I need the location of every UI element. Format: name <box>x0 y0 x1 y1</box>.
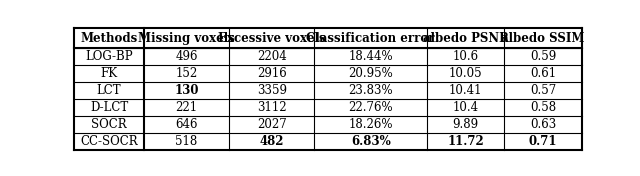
Text: 10.4: 10.4 <box>452 101 479 114</box>
Text: 130: 130 <box>174 84 199 97</box>
Text: 6.83%: 6.83% <box>351 135 390 148</box>
Text: FK: FK <box>100 67 118 80</box>
Text: 0.57: 0.57 <box>530 84 556 97</box>
Text: 2027: 2027 <box>257 118 287 131</box>
Text: 0.58: 0.58 <box>530 101 556 114</box>
Text: 20.95%: 20.95% <box>348 67 393 80</box>
Text: 9.89: 9.89 <box>452 118 479 131</box>
Text: 152: 152 <box>175 67 198 80</box>
Text: 3359: 3359 <box>257 84 287 97</box>
Text: 221: 221 <box>175 101 198 114</box>
Text: SOCR: SOCR <box>92 118 127 131</box>
Text: Excessive voxels: Excessive voxels <box>218 32 326 45</box>
Text: D-LCT: D-LCT <box>90 101 128 114</box>
Text: Methods: Methods <box>81 32 138 45</box>
Text: 518: 518 <box>175 135 198 148</box>
Text: 0.71: 0.71 <box>529 135 557 148</box>
Text: 3112: 3112 <box>257 101 287 114</box>
Text: Missing voxels: Missing voxels <box>138 32 235 45</box>
Text: albedo PSNR: albedo PSNR <box>422 32 509 45</box>
Text: 2204: 2204 <box>257 50 287 63</box>
Text: albedo SSIM: albedo SSIM <box>501 32 585 45</box>
Text: 2916: 2916 <box>257 67 287 80</box>
Text: 10.41: 10.41 <box>449 84 483 97</box>
Text: 0.59: 0.59 <box>530 50 556 63</box>
Text: 11.72: 11.72 <box>447 135 484 148</box>
Text: 646: 646 <box>175 118 198 131</box>
Text: 0.61: 0.61 <box>530 67 556 80</box>
Text: 10.05: 10.05 <box>449 67 483 80</box>
Text: 0.63: 0.63 <box>530 118 556 131</box>
Text: CC-SOCR: CC-SOCR <box>80 135 138 148</box>
Text: Classification error: Classification error <box>307 32 435 45</box>
Text: LCT: LCT <box>97 84 122 97</box>
Text: 496: 496 <box>175 50 198 63</box>
Text: 482: 482 <box>260 135 284 148</box>
Text: LOG-BP: LOG-BP <box>85 50 133 63</box>
Text: 22.76%: 22.76% <box>348 101 393 114</box>
Text: 10.6: 10.6 <box>452 50 479 63</box>
Text: 18.44%: 18.44% <box>348 50 393 63</box>
Text: 18.26%: 18.26% <box>348 118 393 131</box>
Text: 23.83%: 23.83% <box>348 84 393 97</box>
